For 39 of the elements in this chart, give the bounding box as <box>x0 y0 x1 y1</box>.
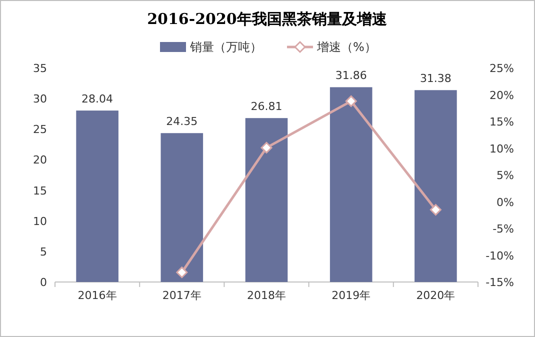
bar <box>330 87 372 282</box>
y-tick-label: 10 <box>33 214 47 228</box>
y2-tick-label: 15% <box>490 116 514 128</box>
y-tick-label: 15 <box>33 184 47 198</box>
y-tick-label: 25 <box>33 123 47 136</box>
point <box>345 95 357 107</box>
y2-tick-label: 20% <box>490 88 514 102</box>
x-tick-label: 2020年 <box>416 289 456 302</box>
data-label: 31.38 <box>420 72 452 86</box>
data-label: 26.81 <box>250 100 282 114</box>
bar <box>245 118 288 282</box>
data-label: 24.35 <box>166 115 198 128</box>
y2-tick-label: -5% <box>492 222 514 236</box>
y2-tick-label: 10% <box>490 142 514 156</box>
bar <box>160 133 204 282</box>
x-tick-label: 2016年 <box>78 289 117 302</box>
y2-tick-label: 0% <box>496 196 514 209</box>
y-tick-label: 35 <box>33 62 47 75</box>
bar <box>76 110 118 282</box>
y2-tick-label: 5% <box>496 169 514 182</box>
y-tick-label: 30 <box>33 92 47 106</box>
chart-title: 2016-2020年我国黑茶销量及增速 <box>147 10 388 28</box>
y2-tick-label: -10% <box>486 249 514 262</box>
y2-tick-label: 25% <box>490 62 514 75</box>
point <box>176 266 188 278</box>
x-tick-label: 2018年 <box>247 289 286 302</box>
point <box>430 204 442 216</box>
y-tick-label: 0 <box>40 276 47 289</box>
data-label: 28.04 <box>82 92 114 106</box>
y-tick-label: 5 <box>40 245 47 258</box>
data-label: 31.86 <box>335 69 367 82</box>
y2-tick-label: -15% <box>486 276 514 289</box>
point <box>260 142 272 154</box>
bar <box>414 90 457 282</box>
x-tick-label: 2017年 <box>162 289 202 302</box>
legend-label: 增速（%） <box>316 40 376 54</box>
legend-label: 销量（万吨） <box>189 40 262 54</box>
x-tick-label: 2019年 <box>332 289 371 302</box>
y-tick-label: 20 <box>33 154 47 167</box>
